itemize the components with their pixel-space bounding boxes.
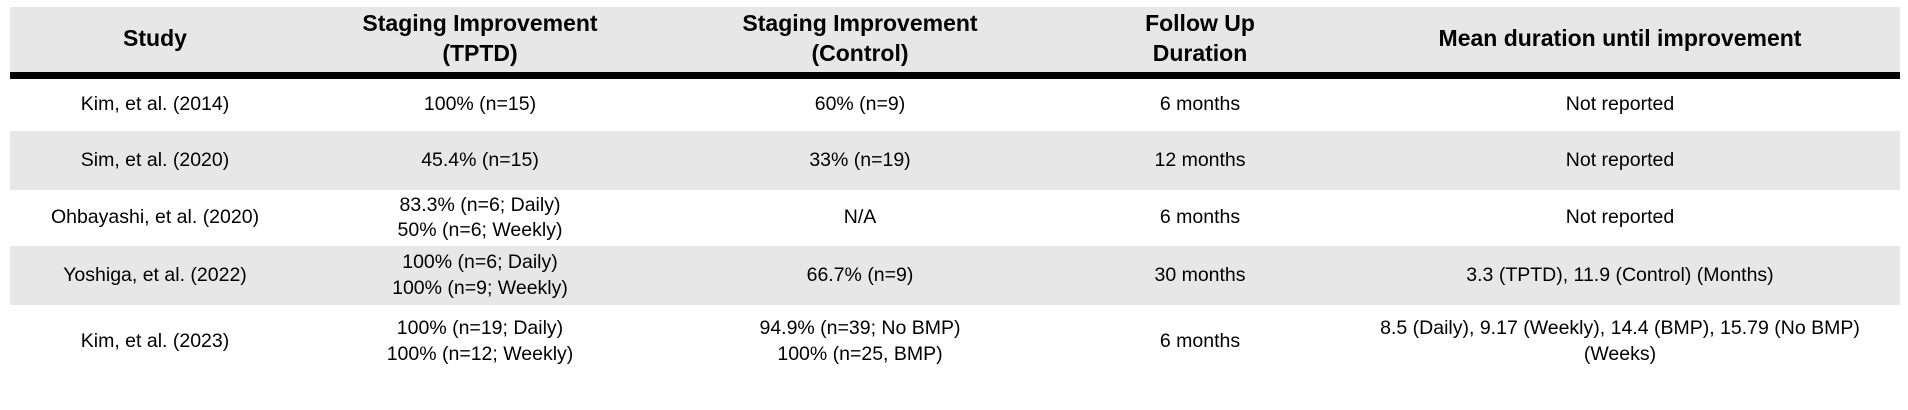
column-header-mean-duration: Mean duration until improvement xyxy=(1340,7,1900,75)
column-header-study: Study xyxy=(10,7,300,75)
cell-staging-tptd: 100% (n=6; Daily) 100% (n=9; Weekly) xyxy=(300,246,660,305)
column-header-follow-up-duration: Follow Up Duration xyxy=(1060,7,1340,75)
cell-study: Kim, et al. (2014) xyxy=(80,93,230,116)
cell-study: Sim, et al. (2020) xyxy=(10,131,300,190)
table-row: Yoshiga, et al. (2022) 100% (n=6; Daily)… xyxy=(10,246,1900,305)
cell-staging-tptd: 83.3% (n=6; Daily) 50% (n=6; Weekly) xyxy=(397,193,563,241)
table-row: Ohbayashi, et al. (2020) 83.3% (n=6; Dai… xyxy=(10,190,1900,246)
cell-staging-tptd: 100% (n=19; Daily) 100% (n=12; Weekly) xyxy=(386,317,574,365)
cell-staging-control: 94.9% (n=39; No BMP) 100% (n=25, BMP) xyxy=(759,317,961,365)
cell-mean-duration: Not reported xyxy=(1565,206,1675,229)
table-row: Kim, et al. (2023) 100% (n=19; Daily) 10… xyxy=(10,305,1900,378)
study-comparison-table: Study Staging Improvement (TPTD) Staging… xyxy=(10,7,1900,378)
cell-staging-control: N/A xyxy=(843,206,877,229)
page: Study Staging Improvement (TPTD) Staging… xyxy=(10,7,1900,378)
cell-study: Kim, et al. (2023) xyxy=(80,329,230,352)
cell-staging-tptd: 100% (n=15) xyxy=(423,93,537,116)
cell-follow-up: 6 months xyxy=(1159,206,1241,229)
cell-staging-control: 66.7% (n=9) xyxy=(660,246,1060,305)
column-header-staging-control: Staging Improvement (Control) xyxy=(660,7,1060,75)
column-header-staging-tptd: Staging Improvement (TPTD) xyxy=(300,7,660,75)
cell-staging-control: 33% (n=19) xyxy=(660,131,1060,190)
cell-mean-duration: 8.5 (Daily), 9.17 (Weekly), 14.4 (BMP), … xyxy=(1380,317,1860,365)
cell-follow-up: 30 months xyxy=(1060,246,1340,305)
cell-staging-control: 60% (n=9) xyxy=(814,93,906,116)
cell-follow-up: 6 months xyxy=(1159,93,1241,116)
cell-staging-tptd: 45.4% (n=15) xyxy=(300,131,660,190)
header-row: Study Staging Improvement (TPTD) Staging… xyxy=(10,7,1900,75)
cell-study: Yoshiga, et al. (2022) xyxy=(10,246,300,305)
cell-mean-duration: Not reported xyxy=(1340,131,1900,190)
cell-study: Ohbayashi, et al. (2020) xyxy=(50,206,260,229)
cell-mean-duration: Not reported xyxy=(1565,93,1675,116)
table-row: Sim, et al. (2020) 45.4% (n=15) 33% (n=1… xyxy=(10,131,1900,190)
cell-mean-duration: 3.3 (TPTD), 11.9 (Control) (Months) xyxy=(1340,246,1900,305)
table-row: Kim, et al. (2014) 100% (n=15) 60% (n=9)… xyxy=(10,75,1900,131)
cell-follow-up: 12 months xyxy=(1060,131,1340,190)
cell-follow-up: 6 months xyxy=(1159,329,1241,352)
